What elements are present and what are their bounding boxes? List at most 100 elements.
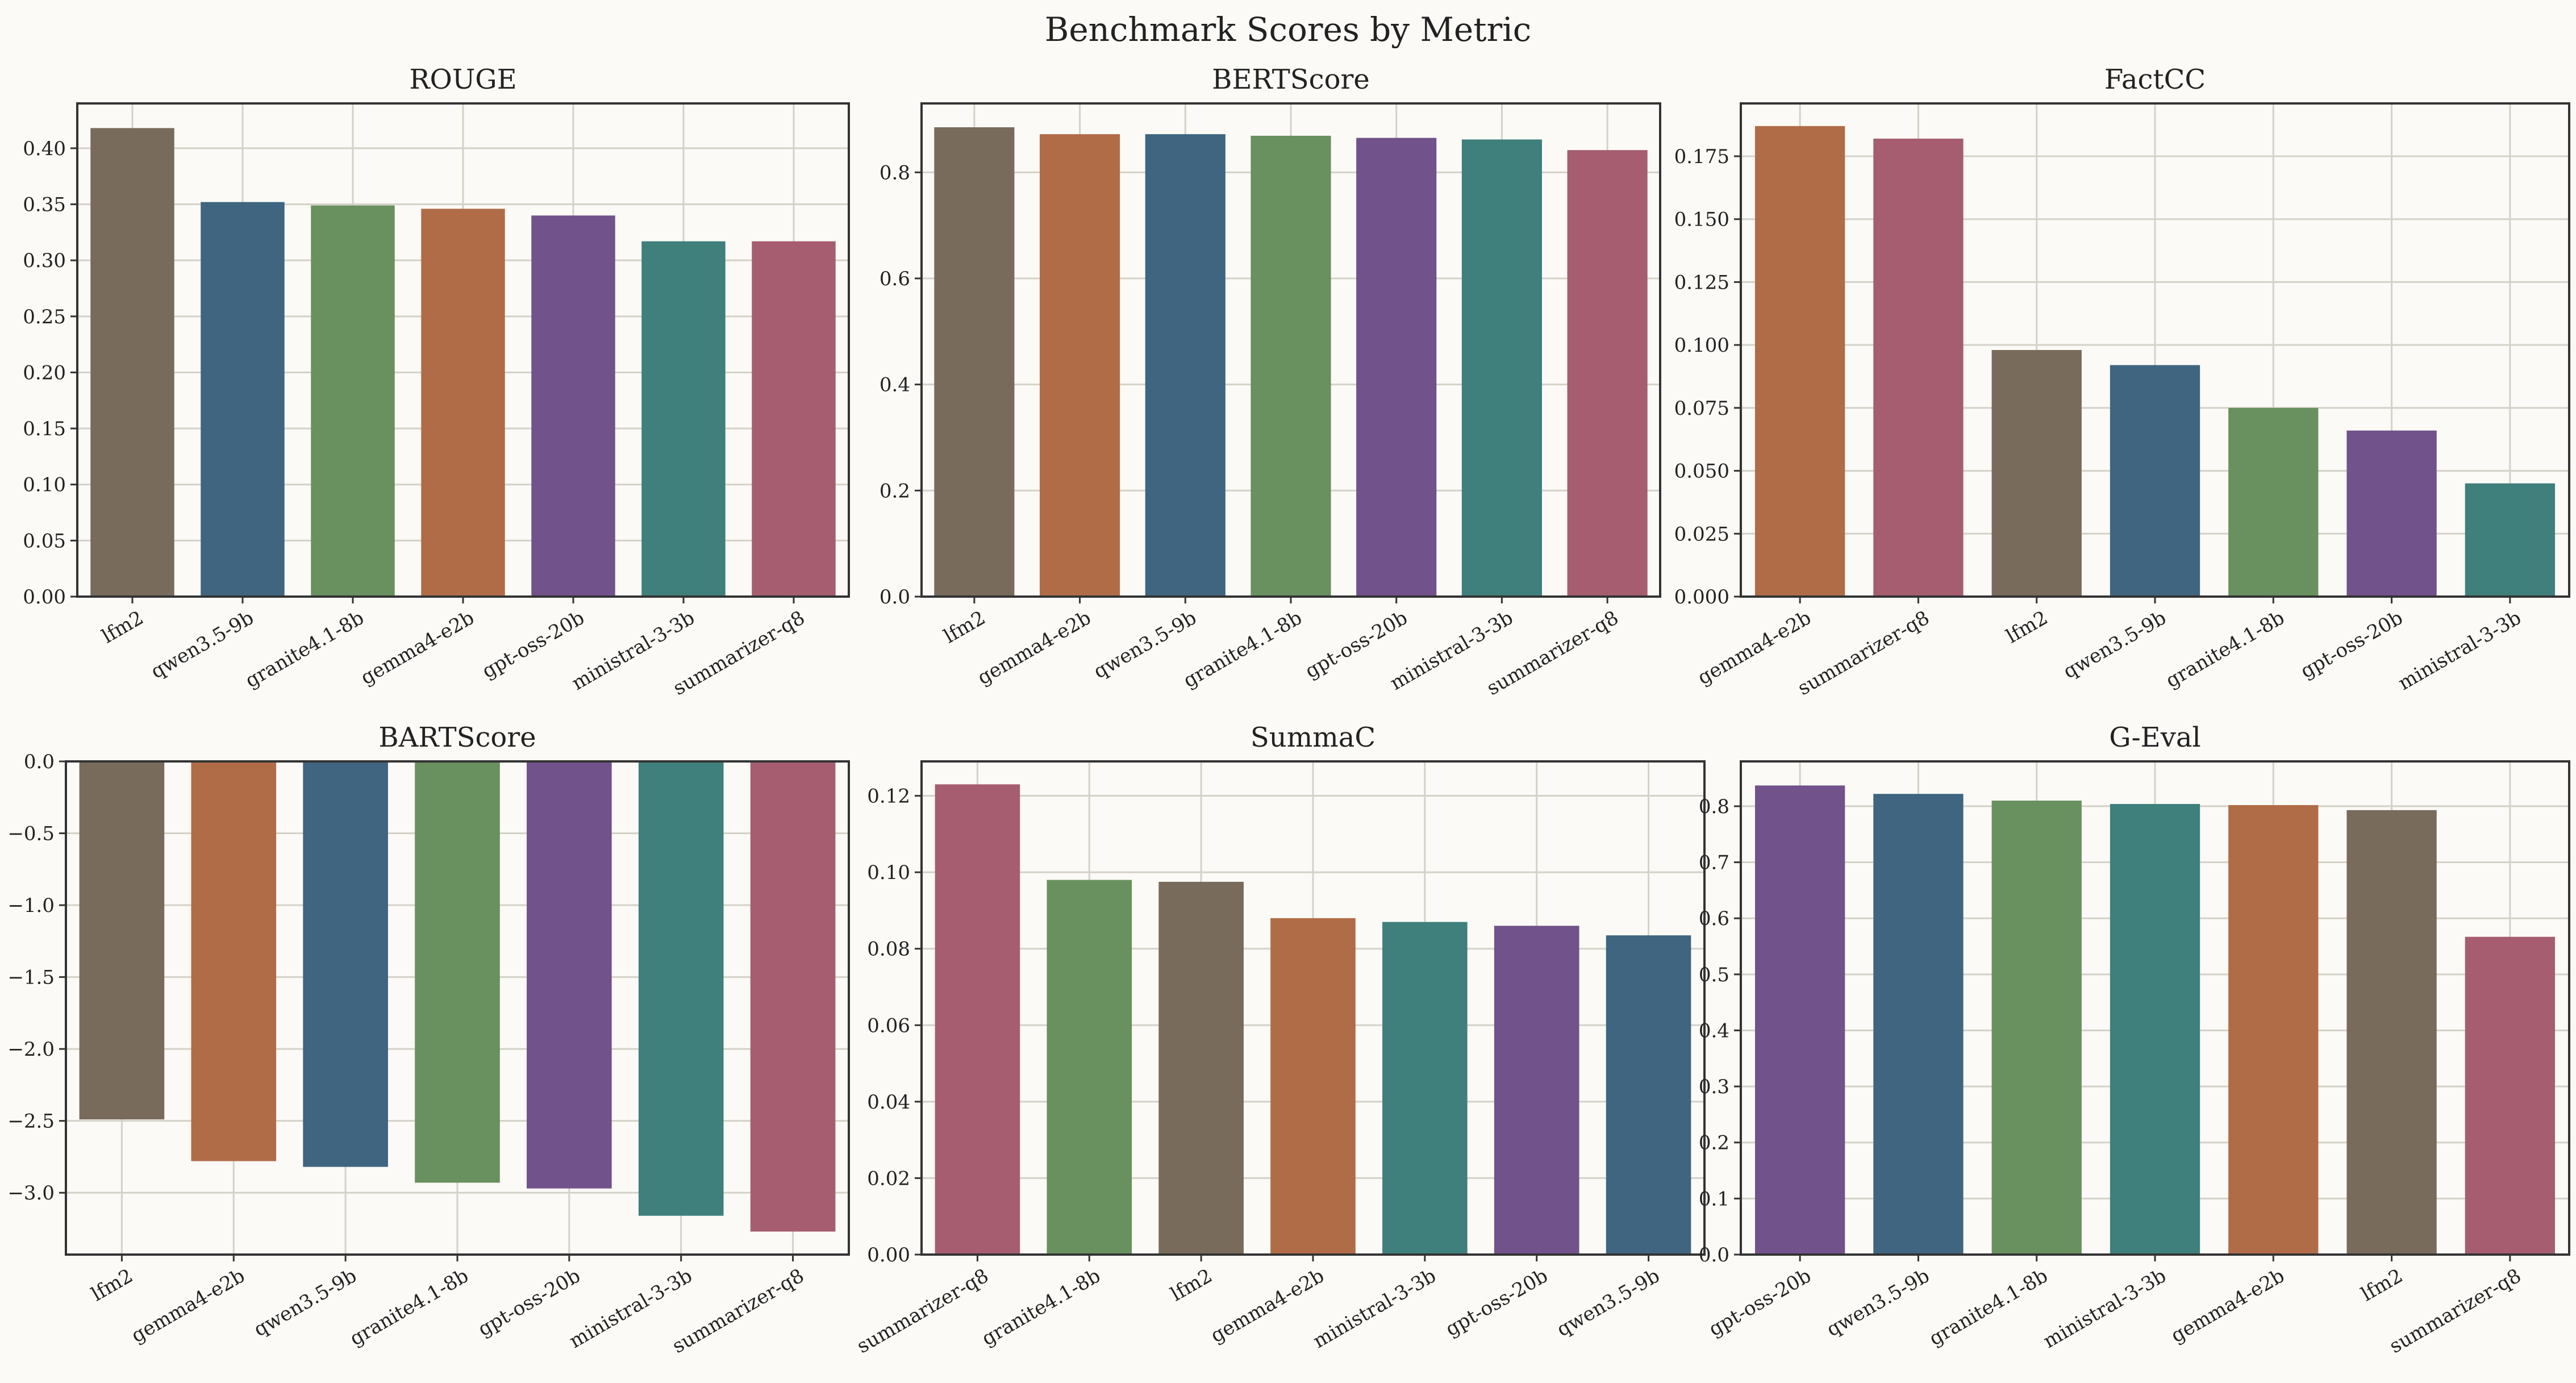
bar-granite4.1-8b xyxy=(311,205,395,597)
panel-title: BERTScore xyxy=(1212,64,1370,95)
bar-granite4.1-8b xyxy=(1047,880,1132,1255)
y-tick-label: 0.8 xyxy=(879,161,910,184)
y-tick-label: 0.06 xyxy=(867,1014,910,1037)
chart-panel: 0.000.020.040.060.080.100.12summarizer-q… xyxy=(853,722,1706,1358)
y-tick-label: 0.3 xyxy=(1699,1076,1729,1098)
axes-frame xyxy=(1740,760,2570,1256)
y-tick-label: −2.0 xyxy=(7,1038,55,1061)
y-tick-label: 0.175 xyxy=(1674,145,1729,168)
y-tick-label: 0.100 xyxy=(1674,334,1729,357)
bar-granite4.1-8b xyxy=(415,761,500,1183)
y-tick-label: 0.0 xyxy=(1699,1244,1729,1267)
bar-summarizer-q8 xyxy=(1567,150,1648,597)
y-tick-label: 0.150 xyxy=(1674,209,1729,231)
bar-gpt-oss-20b xyxy=(1356,138,1437,597)
panel-title: FactCC xyxy=(2104,64,2206,95)
y-tick-label: 0.04 xyxy=(867,1091,910,1114)
bar-granite4.1-8b xyxy=(1251,135,1331,597)
y-tick-label: 0.0 xyxy=(879,586,910,609)
bar-lfm2 xyxy=(90,128,174,597)
y-tick-label: 0.2 xyxy=(879,480,910,502)
bar-lfm2 xyxy=(1991,350,2082,597)
chart-panel: 0.0−0.5−1.0−1.5−2.0−2.5−3.0lfm2gemma4-e2… xyxy=(7,722,850,1358)
y-tick-label: 0.0 xyxy=(24,751,55,773)
y-tick-label: 0.050 xyxy=(1674,460,1729,483)
bar-qwen3.5-9b xyxy=(201,202,285,597)
panel-title: G-Eval xyxy=(2109,722,2201,753)
y-tick-label: 0.8 xyxy=(1699,795,1729,818)
y-tick-label: 0.4 xyxy=(879,374,910,397)
y-tick-label: 0.00 xyxy=(867,1244,910,1267)
bar-gemma4-e2b xyxy=(2228,805,2319,1255)
bar-qwen3.5-9b xyxy=(2110,365,2200,597)
bar-gpt-oss-20b xyxy=(2346,430,2437,597)
bar-summarizer-q8 xyxy=(750,761,836,1232)
bar-lfm2 xyxy=(934,127,1015,597)
bar-lfm2 xyxy=(79,761,165,1120)
bar-gpt-oss-20b xyxy=(1754,785,1845,1255)
chart-panel: 0.00.20.40.60.8lfm2gemma4-e2bqwen3.5-9bg… xyxy=(879,64,1661,700)
y-tick-label: −0.5 xyxy=(7,823,55,845)
y-tick-label: 0.1 xyxy=(1699,1188,1729,1210)
bar-ministral-3-3b xyxy=(1382,922,1468,1255)
y-tick-label: 0.40 xyxy=(23,138,66,160)
y-tick-label: 0.20 xyxy=(23,361,66,384)
bar-gemma4-e2b xyxy=(191,761,277,1161)
y-tick-label: 0.12 xyxy=(867,785,910,808)
bar-lfm2 xyxy=(1158,881,1244,1255)
axes-frame xyxy=(1740,102,2570,598)
axes-frame xyxy=(76,102,850,598)
y-tick-label: 0.15 xyxy=(23,418,66,440)
panel-title: ROUGE xyxy=(409,64,516,95)
y-tick-label: 0.5 xyxy=(1699,964,1729,986)
y-tick-label: 0.05 xyxy=(23,530,66,552)
bar-summarizer-q8 xyxy=(1873,139,1964,597)
y-tick-label: −3.0 xyxy=(7,1182,55,1205)
bar-gemma4-e2b xyxy=(1754,126,1845,597)
bar-gemma4-e2b xyxy=(1040,134,1120,597)
bar-qwen3.5-9b xyxy=(1606,935,1691,1255)
y-tick-label: 0.02 xyxy=(867,1167,910,1190)
y-tick-label: 0.2 xyxy=(1699,1132,1729,1155)
panel-title: BARTScore xyxy=(378,722,536,753)
y-tick-label: 0.6 xyxy=(879,268,910,290)
bar-gpt-oss-20b xyxy=(1494,926,1579,1255)
y-tick-label: 0.125 xyxy=(1674,271,1729,294)
y-tick-label: 0.30 xyxy=(23,249,66,272)
y-tick-label: −1.5 xyxy=(7,967,55,989)
y-tick-label: 0.10 xyxy=(23,474,66,497)
bar-ministral-3-3b xyxy=(2110,803,2200,1255)
bar-ministral-3-3b xyxy=(641,241,726,597)
y-tick-label: 0.7 xyxy=(1699,852,1729,874)
y-tick-label: −2.5 xyxy=(7,1110,55,1133)
bar-gpt-oss-20b xyxy=(527,761,612,1189)
bar-qwen3.5-9b xyxy=(303,761,388,1167)
bar-ministral-3-3b xyxy=(1461,139,1542,597)
y-tick-label: 0.4 xyxy=(1699,1019,1729,1042)
y-tick-label: 0.10 xyxy=(867,861,910,884)
y-tick-label: 0.25 xyxy=(23,306,66,328)
bar-granite4.1-8b xyxy=(1991,801,2082,1255)
y-tick-label: −1.0 xyxy=(7,894,55,917)
bar-gemma4-e2b xyxy=(1270,918,1356,1255)
bar-summarizer-q8 xyxy=(935,784,1020,1255)
y-tick-label: 0.08 xyxy=(867,938,910,961)
bar-ministral-3-3b xyxy=(638,761,724,1216)
axes-frame xyxy=(65,760,850,1256)
bar-summarizer-q8 xyxy=(752,241,836,597)
bar-ministral-3-3b xyxy=(2465,483,2556,597)
bar-qwen3.5-9b xyxy=(1873,794,1964,1255)
y-tick-label: 0.025 xyxy=(1674,523,1729,545)
figure-title: Benchmark Scores by Metric xyxy=(1045,10,1532,49)
axes-frame xyxy=(920,102,1661,598)
bar-qwen3.5-9b xyxy=(1145,134,1226,597)
bar-lfm2 xyxy=(2346,810,2437,1255)
bar-summarizer-q8 xyxy=(2465,936,2556,1255)
y-tick-label: 0.6 xyxy=(1699,907,1729,930)
panel-title: SummaC xyxy=(1251,722,1375,753)
y-tick-label: 0.00 xyxy=(23,586,66,609)
bar-granite4.1-8b xyxy=(2228,407,2319,597)
axes-frame xyxy=(920,760,1706,1256)
